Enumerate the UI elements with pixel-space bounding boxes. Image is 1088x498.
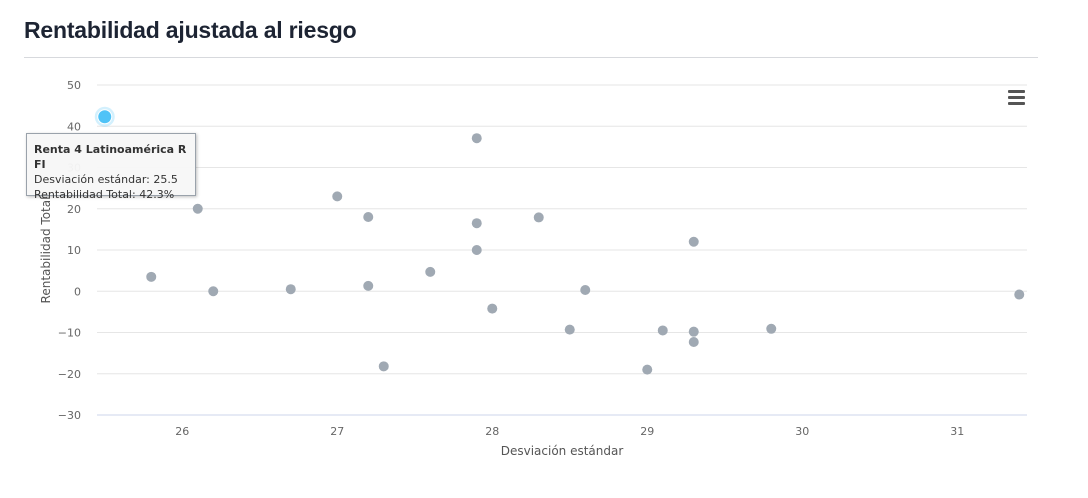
data-point[interactable] (564, 324, 575, 335)
x-axis-label: Desviación estándar (501, 444, 624, 458)
data-point[interactable] (688, 336, 699, 347)
y-tick-label: 50 (67, 79, 81, 92)
point-tooltip: Renta 4 Latinoamérica R FI Desviación es… (26, 133, 196, 201)
data-point[interactable] (332, 191, 343, 202)
data-point[interactable] (533, 212, 544, 223)
chart-menu-icon[interactable] (1006, 88, 1028, 106)
data-point[interactable] (471, 245, 482, 255)
y-tick-label: 10 (67, 244, 81, 257)
data-point[interactable] (688, 326, 699, 337)
gridlines (97, 84, 1027, 416)
data-point[interactable] (285, 284, 296, 295)
data-point[interactable] (580, 285, 591, 296)
x-axis-ticks: 26 27 28 29 30 31 (175, 425, 964, 438)
y-tick-label: 20 (67, 203, 81, 216)
y-tick-label: −20 (58, 368, 81, 381)
tooltip-return-label: Rentabilidad Total: (34, 188, 136, 201)
x-tick-label: 26 (175, 425, 189, 438)
x-tick-label: 28 (485, 425, 499, 438)
data-point[interactable] (487, 303, 498, 314)
x-tick-label: 27 (330, 425, 344, 438)
data-point[interactable] (192, 203, 203, 214)
tooltip-return-value: 42.3% (139, 188, 175, 201)
tooltip-std-label: Desviación estándar: (34, 173, 150, 186)
data-point[interactable] (146, 271, 157, 282)
tooltip-return-row: Rentabilidad Total: 42.3% (34, 187, 188, 202)
data-point[interactable] (688, 236, 699, 247)
data-point-highlighted[interactable] (97, 109, 113, 125)
y-tick-label: −10 (58, 327, 81, 340)
data-point[interactable] (642, 364, 653, 375)
tooltip-std-value: 25.5 (153, 173, 178, 186)
data-point[interactable] (766, 323, 777, 334)
data-point[interactable] (425, 266, 436, 277)
y-tick-label: 40 (67, 120, 81, 133)
data-point[interactable] (471, 218, 482, 229)
tooltip-std-row: Desviación estándar: 25.5 (34, 172, 188, 187)
x-tick-label: 30 (795, 425, 809, 438)
data-point[interactable] (363, 280, 374, 291)
data-points (94, 106, 1025, 375)
x-tick-label: 31 (950, 425, 964, 438)
y-axis-label: Rentabilidad Total (39, 197, 53, 304)
y-tick-label: −30 (58, 409, 81, 422)
page-title: Rentabilidad ajustada al riesgo (24, 17, 357, 43)
y-tick-label: 0 (74, 285, 81, 298)
x-tick-label: 29 (640, 425, 654, 438)
y-axis-ticks: 50403020100−10−20−30 (58, 79, 81, 422)
title-divider (24, 57, 1038, 58)
data-point[interactable] (657, 325, 668, 336)
tooltip-fund-name: Renta 4 Latinoamérica R FI (34, 143, 187, 171)
data-point[interactable] (363, 212, 374, 222)
data-point[interactable] (378, 361, 389, 372)
data-point[interactable] (1014, 289, 1025, 300)
data-point[interactable] (471, 133, 482, 144)
data-point[interactable] (208, 286, 219, 297)
